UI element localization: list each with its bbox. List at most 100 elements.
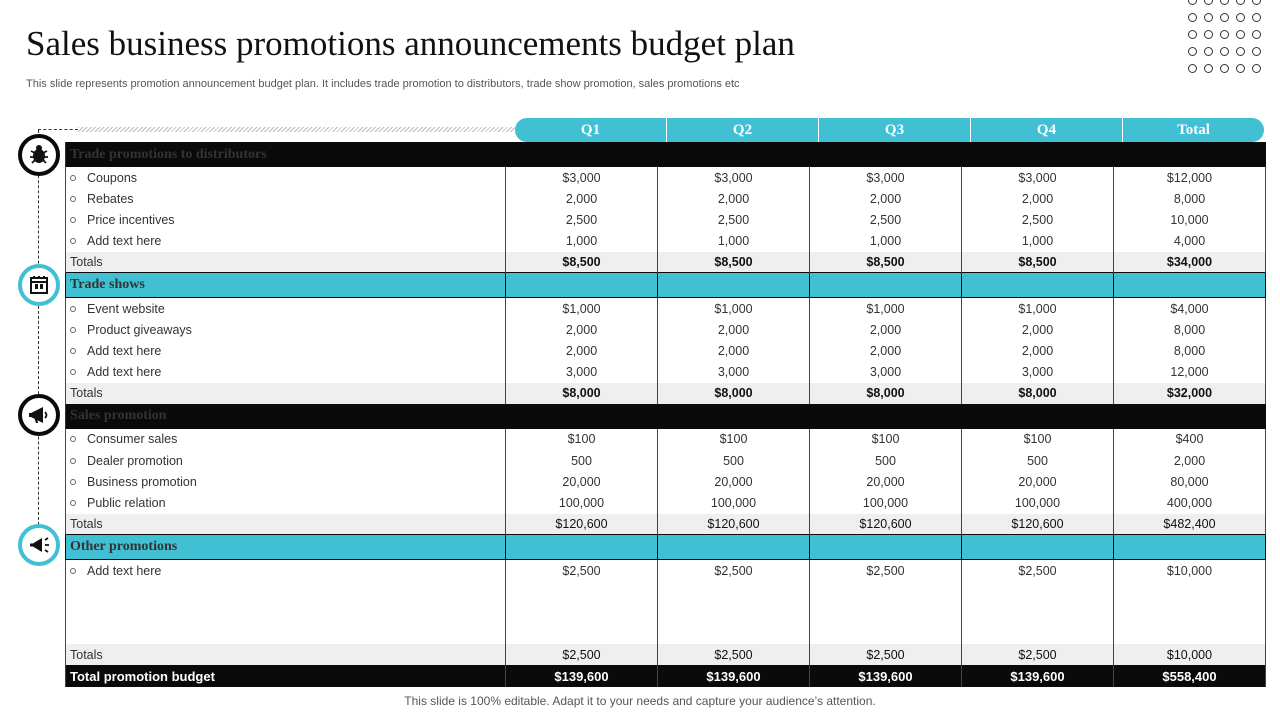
bullet-icon xyxy=(70,238,76,245)
totals-value: $32,000 xyxy=(1113,382,1266,404)
row-label-cell: Business promotion xyxy=(65,471,506,493)
section-header-row: Trade promotions to distributors xyxy=(65,142,1266,167)
totals-label: Totals xyxy=(65,513,506,535)
value-cell: $2,500 xyxy=(961,559,1114,581)
timeline-line xyxy=(38,130,39,550)
bullet-icon xyxy=(70,195,76,202)
row-label: Consumer sales xyxy=(87,432,178,447)
value-cell: 20,000 xyxy=(809,471,962,493)
bullet-icon xyxy=(70,478,76,485)
row-label-cell: Consumer sales xyxy=(65,428,506,451)
totals-label: Totals xyxy=(65,644,506,666)
value-cell: $3,000 xyxy=(809,167,962,189)
section-header-row: Other promotions xyxy=(65,534,1266,561)
row-label: Rebates xyxy=(87,191,134,206)
value-cell: 3,000 xyxy=(961,361,1114,383)
decorative-dot-grid xyxy=(1188,0,1268,81)
row-label: Public relation xyxy=(87,496,166,511)
grand-total-value: $139,600 xyxy=(809,665,962,688)
value-cell: 400,000 xyxy=(1113,492,1266,514)
value-cell: 500 xyxy=(657,450,810,472)
totals-value: $120,600 xyxy=(809,513,962,535)
bullet-icon xyxy=(70,436,76,443)
value-cell: 2,000 xyxy=(961,319,1114,341)
value-cell: 4,000 xyxy=(1113,230,1266,252)
table-row: Coupons $3,000 $3,000 $3,000 $3,000 $12,000 xyxy=(65,167,1266,189)
value-cell: $2,500 xyxy=(657,559,810,581)
value-cell: 12,000 xyxy=(1113,361,1266,383)
value-cell: $2,500 xyxy=(505,559,658,581)
section-header-cell xyxy=(961,534,1114,561)
page-title: Sales business promotions announcements … xyxy=(26,24,795,63)
value-cell: 2,000 xyxy=(1113,450,1266,472)
row-label: Add text here xyxy=(87,365,162,380)
value-cell: $12,000 xyxy=(1113,167,1266,189)
grand-total-value: $139,600 xyxy=(505,665,658,688)
totals-value: $2,500 xyxy=(809,644,962,666)
value-cell: 1,000 xyxy=(961,230,1114,252)
table-row: Business promotion 20,000 20,000 20,000 20,0… xyxy=(65,471,1266,493)
totals-value: $34,000 xyxy=(1113,251,1266,273)
value-cell: 2,500 xyxy=(809,209,962,231)
bullet-icon xyxy=(70,326,76,333)
value-cell: 100,000 xyxy=(809,492,962,514)
value-cell: 2,000 xyxy=(505,188,658,210)
value-cell: 3,000 xyxy=(657,361,810,383)
announcement-icon xyxy=(18,524,60,566)
row-label: Add text here xyxy=(87,234,162,249)
value-cell: 500 xyxy=(961,450,1114,472)
value-cell: $2,500 xyxy=(809,559,962,581)
row-label-cell: Coupons xyxy=(65,167,506,189)
totals-value: $2,500 xyxy=(505,644,658,666)
value-cell: 2,000 xyxy=(505,319,658,341)
row-label: Event website xyxy=(87,301,165,316)
row-label-cell: Add text here xyxy=(65,230,506,252)
totals-value: $482,400 xyxy=(1113,513,1266,535)
value-cell: $1,000 xyxy=(961,297,1114,320)
row-label-cell: Product giveaways xyxy=(65,319,506,341)
row-label-cell: Public relation xyxy=(65,492,506,514)
bullet-icon xyxy=(70,457,76,464)
row-label: Business promotion xyxy=(87,474,197,489)
budget-table: Trade promotions to distributors Coupons $… xyxy=(65,142,1266,688)
bullet-icon xyxy=(70,567,76,574)
totals-value: $8,500 xyxy=(505,251,658,273)
value-cell: $4,000 xyxy=(1113,297,1266,320)
totals-value: $2,500 xyxy=(961,644,1114,666)
row-label: Price incentives xyxy=(87,212,175,227)
value-cell: 2,000 xyxy=(961,340,1114,362)
section-header-cell xyxy=(1113,534,1266,561)
value-cell: 8,000 xyxy=(1113,319,1266,341)
grand-total-row: Total promotion budget $139,600 $139,600 $1… xyxy=(65,665,1266,688)
totals-value: $120,600 xyxy=(961,513,1114,535)
grand-total-value: $139,600 xyxy=(657,665,810,688)
totals-label: Totals xyxy=(65,382,506,404)
table-row: Consumer sales $100 $100 $100 $100 $400 xyxy=(65,428,1266,451)
section-header-cell xyxy=(657,534,810,561)
section-header-cell xyxy=(657,142,810,167)
bullet-icon xyxy=(70,305,76,312)
value-cell: $100 xyxy=(505,428,658,451)
page-subtitle: This slide represents promotion announce… xyxy=(26,78,740,90)
row-label-cell: Add text here xyxy=(65,361,506,383)
grand-total-value: $558,400 xyxy=(1113,665,1266,688)
value-cell: $400 xyxy=(1113,428,1266,451)
value-cell: 1,000 xyxy=(505,230,658,252)
section-header-cell xyxy=(1113,142,1266,167)
hatched-divider xyxy=(78,127,515,132)
value-cell: 20,000 xyxy=(505,471,658,493)
totals-value: $2,500 xyxy=(657,644,810,666)
value-cell: $100 xyxy=(961,428,1114,451)
row-label: Add text here xyxy=(87,343,162,358)
totals-value: $8,500 xyxy=(809,251,962,273)
value-cell: 2,000 xyxy=(657,340,810,362)
section-header-row: Sales promotion xyxy=(65,403,1266,429)
row-label: Dealer promotion xyxy=(87,453,183,468)
table-row: Price incentives 2,500 2,500 2,500 2,500 10,0… xyxy=(65,209,1266,231)
table-row: Add text here $2,500 $2,500 $2,500 $2,500 $10… xyxy=(65,559,1266,581)
value-cell: 3,000 xyxy=(505,361,658,383)
totals-row: Totals $8,000 $8,000 $8,000 $8,000 $32,000 xyxy=(65,382,1266,404)
section-header-cell xyxy=(809,272,962,299)
totals-value: $8,000 xyxy=(961,382,1114,404)
totals-value: $120,600 xyxy=(505,513,658,535)
